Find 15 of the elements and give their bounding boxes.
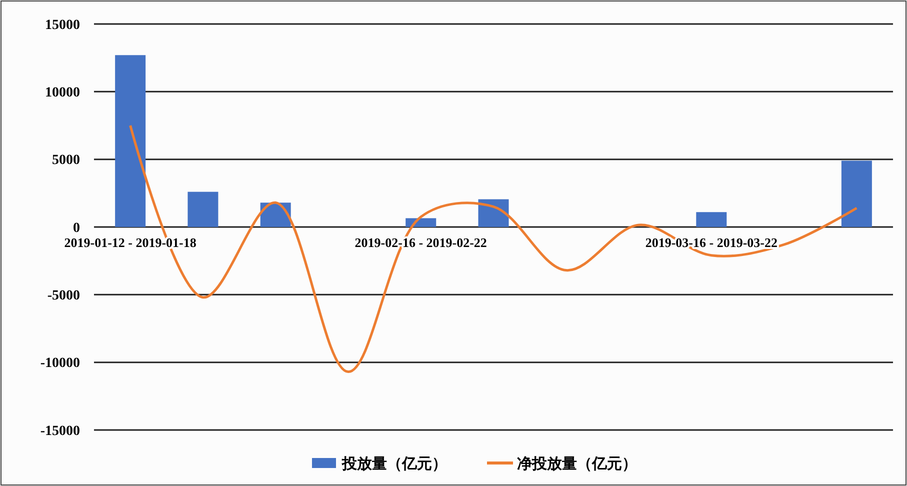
bar: [841, 160, 872, 227]
y-tick-label: 5000: [52, 153, 80, 168]
y-tick-label: -5000: [47, 288, 80, 304]
bar: [696, 212, 727, 227]
y-tick-label: -10000: [40, 356, 80, 372]
bar: [115, 55, 146, 227]
legend-label: 净投放量（亿元）: [517, 455, 637, 472]
legend-label: 投放量（亿元）: [341, 455, 447, 472]
y-tick-label: -15000: [40, 424, 80, 439]
y-tick-label: 0: [73, 220, 80, 236]
bar: [188, 192, 218, 227]
y-tick-label: 15000: [45, 18, 80, 33]
bar: [478, 199, 509, 227]
line-series: [129, 124, 858, 374]
y-tick-label: 10000: [45, 86, 80, 101]
